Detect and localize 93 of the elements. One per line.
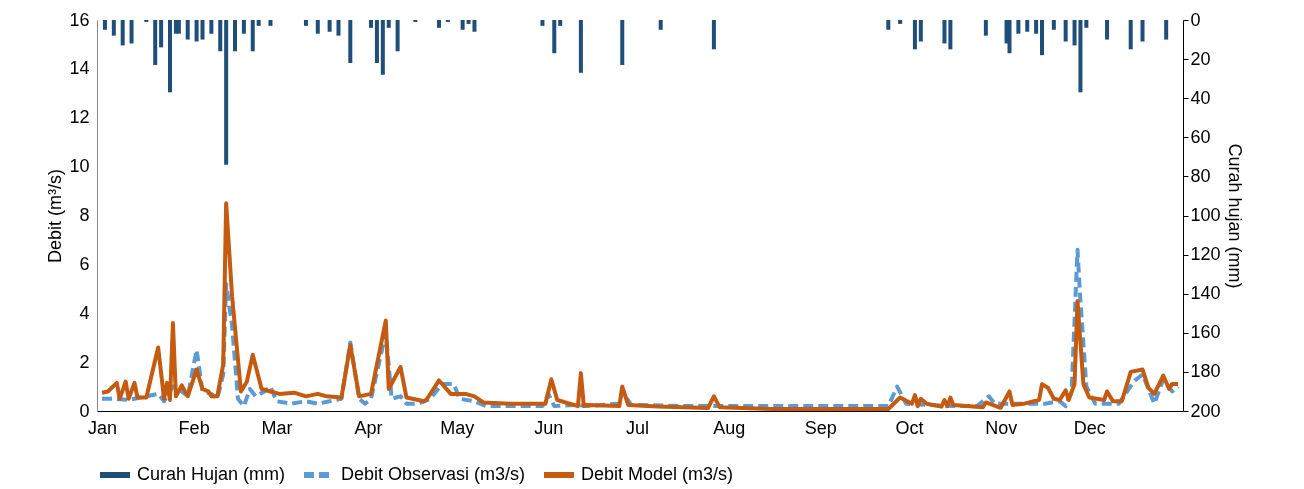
bar xyxy=(948,20,953,50)
legend-label: Curah Hujan (mm) xyxy=(137,464,286,484)
bar xyxy=(159,20,164,48)
x-tick-label: Aug xyxy=(713,417,746,438)
bar xyxy=(386,20,391,28)
bar xyxy=(460,20,465,30)
x-tick-label: Mar xyxy=(261,417,293,438)
bar xyxy=(268,20,273,26)
y2-tick-label: 200 xyxy=(1190,400,1221,421)
x-tick-label: Feb xyxy=(178,417,210,438)
y2-tick-label: 60 xyxy=(1190,126,1211,147)
bar xyxy=(1164,20,1169,40)
x-tick-label: Oct xyxy=(895,417,924,438)
x-tick-label: Jun xyxy=(534,417,564,438)
bar xyxy=(658,20,663,30)
bar xyxy=(224,20,229,165)
bar xyxy=(241,20,246,34)
legend-label: Debit Model (m3/s) xyxy=(581,464,734,484)
bar xyxy=(1025,20,1030,32)
legend-label: Debit Observasi (m3/s) xyxy=(341,464,526,484)
y-axis-title: Debit (m³/s) xyxy=(45,169,66,263)
x-tick-label: Apr xyxy=(354,417,383,438)
bar xyxy=(436,20,441,28)
bar xyxy=(983,20,988,36)
bar xyxy=(898,20,903,24)
bar xyxy=(395,20,400,52)
bar xyxy=(374,20,379,64)
bar xyxy=(1016,20,1021,34)
bar xyxy=(1051,20,1056,30)
y2-tick-label: 100 xyxy=(1190,205,1221,225)
bar xyxy=(315,20,320,34)
bar xyxy=(129,20,134,44)
x-tick-label: Jan xyxy=(87,417,118,438)
x-tick-label: Jul xyxy=(626,417,650,438)
bar xyxy=(369,20,373,28)
bar xyxy=(1128,20,1133,50)
bar xyxy=(578,20,583,73)
bar xyxy=(540,20,545,26)
y-tick-label: 12 xyxy=(69,107,90,128)
bar xyxy=(1034,20,1039,34)
x-tick-label: May xyxy=(440,417,475,438)
bar xyxy=(942,20,947,44)
x-tick-label: Sep xyxy=(804,417,837,438)
bar xyxy=(153,20,158,65)
y-tick-label: 6 xyxy=(79,253,90,274)
bar xyxy=(327,20,332,32)
bar xyxy=(209,20,214,34)
y2-tick-label: 0 xyxy=(1190,9,1201,30)
y2-tick-label: 20 xyxy=(1190,48,1211,69)
y-tick-label: 2 xyxy=(79,351,90,372)
bar xyxy=(218,20,223,52)
y2-axis-title: Curah hujan (mm) xyxy=(1224,143,1245,289)
y2-tick-label: 180 xyxy=(1190,361,1221,382)
y2-tick-label: 40 xyxy=(1190,87,1211,108)
bar xyxy=(102,20,107,30)
bar xyxy=(111,20,116,36)
bar xyxy=(558,20,563,26)
bar xyxy=(1040,20,1045,56)
y2-tick-label: 80 xyxy=(1190,165,1211,186)
y-tick-label: 8 xyxy=(79,205,90,225)
bar xyxy=(200,20,205,40)
bar xyxy=(380,20,385,75)
bar xyxy=(620,20,625,65)
bar xyxy=(886,20,891,30)
y2-tick-label: 120 xyxy=(1190,244,1221,265)
bar xyxy=(233,20,238,52)
bar xyxy=(250,20,255,52)
bar xyxy=(1007,20,1012,54)
y2-tick-label: 160 xyxy=(1190,322,1221,343)
bar xyxy=(552,20,557,54)
line-series xyxy=(100,201,1180,412)
y-tick-label: 10 xyxy=(69,156,90,177)
y-tick-label: 4 xyxy=(79,302,90,323)
bar xyxy=(1140,20,1145,42)
y2-tick-label: 140 xyxy=(1190,283,1221,304)
bar xyxy=(711,20,716,50)
x-tick-label: Dec xyxy=(1073,417,1106,438)
y-tick-label: 14 xyxy=(69,58,90,79)
bar xyxy=(912,20,917,50)
bar xyxy=(185,20,190,40)
bar xyxy=(1105,20,1110,40)
bar xyxy=(256,20,261,26)
bar xyxy=(1063,20,1068,42)
y-tick-label: 0 xyxy=(79,400,90,421)
bar xyxy=(1084,20,1089,28)
bar xyxy=(918,20,923,42)
bar xyxy=(336,20,341,36)
bar xyxy=(167,20,172,93)
bar xyxy=(194,20,199,42)
bar xyxy=(348,20,353,64)
bar xyxy=(120,20,125,46)
y-tick-label: 16 xyxy=(69,9,90,30)
x-tick-label: Nov xyxy=(985,417,1018,438)
